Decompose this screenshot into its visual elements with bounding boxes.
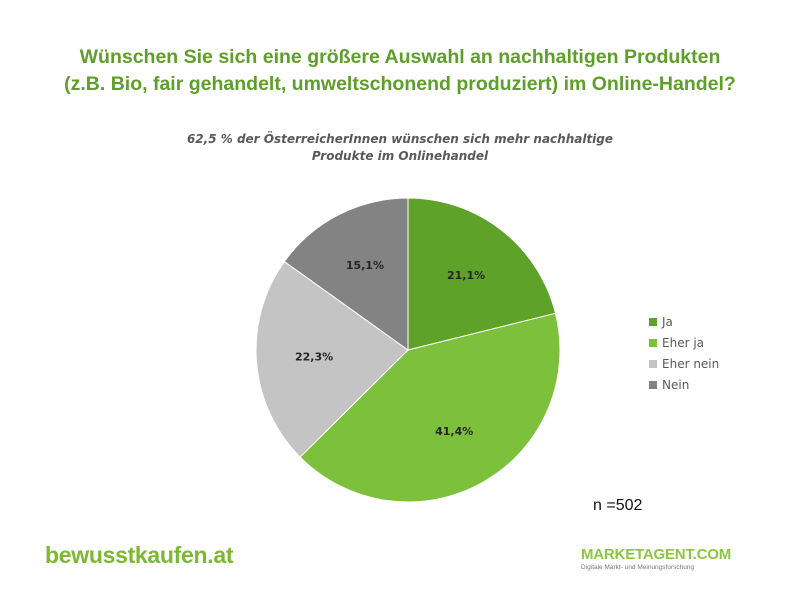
slide-title-line-1: Wünschen Sie sich eine größere Auswahl a… xyxy=(79,46,721,68)
chart-title-line-2: Produkte im Onlinehandel xyxy=(311,149,489,163)
legend-label-eher-nein: Eher nein xyxy=(662,356,720,371)
slide-title-line-2: (z.B. Bio, fair gehandelt, umweltschonen… xyxy=(64,73,736,95)
marketagent-logo-wordmark: MARKETAGENT.COM xyxy=(581,546,732,563)
legend-swatch-nein xyxy=(649,380,657,389)
marketagent-logo: MARKETAGENT.COM Digitale Markt- und Mein… xyxy=(581,546,731,571)
legend-swatch-eher-nein xyxy=(649,359,657,368)
pie-slice-ja xyxy=(407,197,557,351)
chart-legend: Ja Eher ja Eher nein Nein xyxy=(649,311,719,395)
chart-title: 62,5 % der ÖsterreicherInnen wünschen si… xyxy=(120,131,680,165)
slide-title: Wünschen Sie sich eine größere Auswahl a… xyxy=(0,44,800,98)
legend-item-eher-ja: Eher ja xyxy=(649,332,719,353)
legend-swatch-ja xyxy=(649,317,657,326)
pie-label-nein: 15,1% xyxy=(346,259,384,272)
pie-slice-nein xyxy=(283,197,409,351)
legend-label-nein: Nein xyxy=(662,377,690,392)
pie-slice-eher-ja xyxy=(299,312,561,503)
legend-label-eher-ja: Eher ja xyxy=(662,335,705,350)
chart-title-line-1: 62,5 % der ÖsterreicherInnen wünschen si… xyxy=(186,132,614,146)
legend-label-ja: Ja xyxy=(662,314,673,329)
pie-label-ja: 21,1% xyxy=(447,269,485,282)
marketagent-logo-tagline: Digitale Markt- und Meinungsforschung xyxy=(581,564,695,571)
pie-slice-eher-nein xyxy=(255,260,409,458)
legend-item-ja: Ja xyxy=(649,311,719,332)
pie-label-eher-ja: 41,4% xyxy=(435,425,473,438)
sample-size-note: n =502 xyxy=(593,497,643,514)
pie-label-eher-nein: 22,3% xyxy=(295,351,333,364)
legend-swatch-eher-ja xyxy=(649,338,657,347)
bewusstkaufen-logo: bewusstkaufen.at xyxy=(45,542,234,568)
legend-item-eher-nein: Eher nein xyxy=(649,353,719,374)
legend-item-nein: Nein xyxy=(649,374,719,395)
